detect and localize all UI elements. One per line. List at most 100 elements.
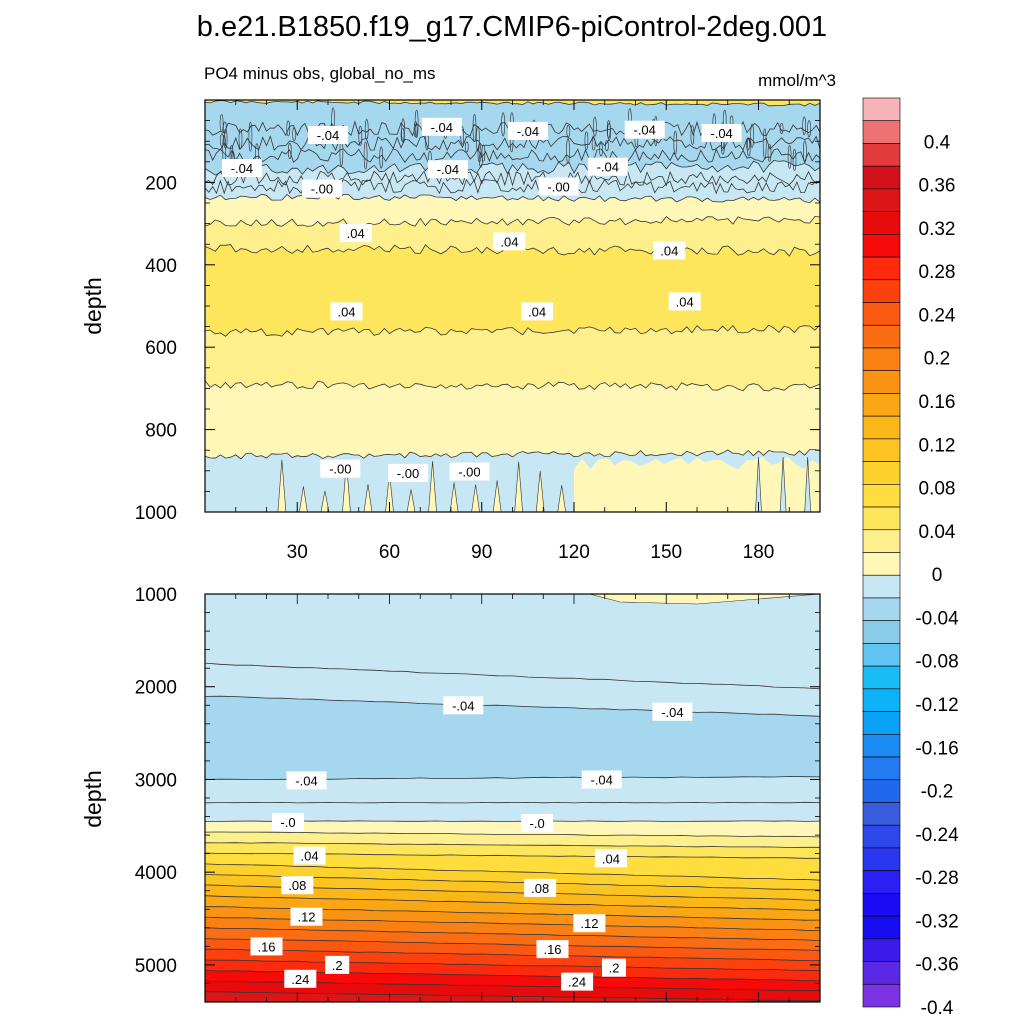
contour-label-box <box>587 157 628 176</box>
lower-band-neg-light <box>205 776 820 803</box>
upper-contour-wiggle <box>802 116 807 136</box>
contour-label-box <box>427 160 468 179</box>
upper-contour-wiggle <box>566 124 571 138</box>
upper-contour-wiggle <box>223 121 227 135</box>
x-tick-label: 30 <box>287 542 308 563</box>
colorbar-label: 0.32 <box>919 219 956 240</box>
contour-label-box <box>421 117 462 136</box>
upper-contour-line <box>205 193 820 203</box>
colorbar-box <box>862 415 901 440</box>
units-subtitle: mmol/m^3 <box>758 71 836 90</box>
contour-label: .04 <box>594 849 627 868</box>
contour-label-text: .04 <box>602 851 620 866</box>
contour-label-box <box>308 126 348 144</box>
lower-contour-line <box>205 863 820 881</box>
contour-label-text: .08 <box>288 878 306 893</box>
contour-label-box <box>652 702 693 721</box>
colorbar-boxes <box>862 97 901 1008</box>
colorbar-box <box>862 234 901 258</box>
contour-label-text: -.04 <box>710 126 732 141</box>
upper-contour-wiggle <box>358 125 363 146</box>
contour-label-box <box>573 914 606 933</box>
colorbar-box <box>862 711 901 735</box>
contour-label-text: .04 <box>500 234 518 249</box>
contour-label-box <box>493 232 526 251</box>
lower-panel-contour-labels: -.04 -.04 -.04 -.04 -.0 -.0 .04 .04 .08 .08 .12 .12… <box>250 696 693 991</box>
lower-contour-line <box>205 938 820 951</box>
lower-contour-line <box>205 695 820 717</box>
colorbar-label: -0.32 <box>915 911 958 932</box>
contour-label-text: -.00 <box>458 465 480 480</box>
x-tick-label: 90 <box>471 542 492 563</box>
upper-contour-wiggle <box>238 128 243 150</box>
colorbar-box <box>862 256 901 281</box>
upper-contour-wiggle <box>501 112 505 137</box>
colorbar-box <box>862 529 901 553</box>
contour-label: .16 <box>536 940 569 959</box>
colorbar-label: -0.2 <box>921 782 954 803</box>
upper-spike <box>449 482 459 512</box>
lower-contour-line <box>205 662 820 690</box>
upper-contour-wiggle <box>413 121 418 138</box>
y-tick-label: 2000 <box>135 678 177 699</box>
colorbar-box <box>862 893 901 917</box>
lower-warm-band-12 <box>205 949 820 971</box>
upper-contour-wiggle <box>584 131 589 150</box>
colorbar-label: -0.16 <box>915 738 958 759</box>
lower-warm-band-2 <box>205 842 820 859</box>
contour-label-box <box>284 969 317 988</box>
lower-warm-band-11 <box>205 938 820 961</box>
contour-label-box <box>561 972 594 991</box>
colorbar-box <box>862 870 901 894</box>
contour-label-text: -.04 <box>452 698 474 713</box>
contour-label: .04 <box>293 846 326 865</box>
colorbar-box <box>862 597 901 621</box>
upper-spike <box>471 484 480 512</box>
upper-contour-wiggle <box>607 123 611 141</box>
contour-label-box <box>272 813 304 832</box>
contour-label-box <box>668 292 701 311</box>
upper-spike <box>492 480 502 512</box>
upper-contour-line <box>205 380 820 392</box>
left-subtitle: PO4 minus obs, global_no_ms <box>204 64 436 83</box>
contour-label-text: -.04 <box>590 773 612 788</box>
upper-spike <box>385 473 394 512</box>
lower-contour-line <box>205 948 820 961</box>
upper-spike <box>299 486 308 512</box>
lower-top-patch <box>589 594 820 605</box>
contour-label-text: .2 <box>609 961 620 976</box>
contour-label-box <box>250 937 283 956</box>
upper-contour-wiggle <box>476 125 480 152</box>
contour-label: -.00 <box>538 177 579 196</box>
contour-label-text: .04 <box>337 304 355 319</box>
upper-contour-wiggle <box>472 114 477 142</box>
upper-contour-wiggle <box>220 133 224 147</box>
colorbar-box <box>862 324 901 349</box>
colorbar-label: 0.04 <box>919 522 956 543</box>
colorbar-box <box>862 915 901 940</box>
upper-contour-wiggle <box>591 137 596 151</box>
contour-label: .04 <box>493 232 526 251</box>
upper-contour-line <box>205 147 820 164</box>
y-tick-label: 200 <box>145 173 177 194</box>
colorbar-box <box>862 938 901 962</box>
contour-label-box <box>521 302 554 321</box>
colorbar-label: 0 <box>932 565 943 586</box>
colorbar-box <box>862 665 901 690</box>
upper-contour-wiggle <box>364 119 369 140</box>
colorbar-box <box>862 302 901 326</box>
lower-warm-band-5 <box>205 874 820 901</box>
upper-contour-wiggle <box>746 137 750 151</box>
upper-contour-wiggle <box>803 140 807 163</box>
lower-contour-line <box>205 842 820 848</box>
contour-label: -.00 <box>449 462 490 481</box>
upper-contour-wiggle <box>566 138 570 164</box>
contour-label: -.04 <box>421 117 462 136</box>
upper-spike <box>514 461 523 512</box>
lower-warm-band-8 <box>205 906 820 931</box>
contour-label: -.04 <box>221 159 262 177</box>
colorbar-box <box>862 188 901 212</box>
lower-warm-band-14 <box>205 970 820 991</box>
contour-label-box <box>221 159 262 177</box>
lower-contour-line <box>205 991 820 1002</box>
